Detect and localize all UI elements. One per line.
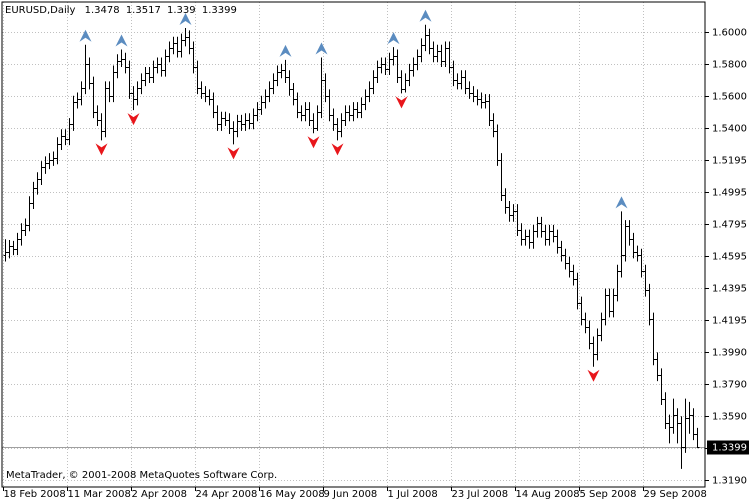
x-tick-label: 9 Jun 2008 — [324, 489, 378, 500]
fractal-down-arrow — [307, 136, 320, 149]
y-tick-label: 1.4995 — [712, 188, 747, 199]
x-tick-label: 23 Jul 2008 — [452, 489, 509, 500]
fractal-up-arrow — [615, 196, 628, 209]
y-tick-label: 1.5800 — [712, 60, 747, 71]
fractal-down-arrow — [587, 369, 600, 382]
y-tick-label: 1.3590 — [712, 412, 747, 423]
plot-border — [1, 1, 706, 488]
y-tick-label: 1.6000 — [712, 28, 747, 39]
chart-title: EURUSD,Daily — [5, 5, 76, 16]
price-tag — [707, 440, 749, 455]
y-tick-label: 1.5400 — [712, 124, 747, 135]
fractal-down-arrow — [331, 143, 344, 156]
header-close: 1.3399 — [202, 5, 237, 16]
y-tick-label: 1.4595 — [712, 252, 747, 263]
copyright: MetaTrader, © 2001-2008 MetaQuotes Softw… — [6, 470, 277, 481]
y-tick-label: 1.4395 — [712, 284, 747, 295]
fractal-up-arrow — [315, 42, 328, 55]
fractal-down-arrow — [127, 113, 140, 126]
price-tag-label: 1.3399 — [712, 443, 747, 454]
header-open: 1.3478 — [85, 5, 120, 16]
fractal-up-arrow — [115, 34, 128, 47]
y-tick-label: 1.5600 — [712, 92, 747, 103]
fractal-up-arrow — [279, 44, 292, 57]
fractal-down-arrow — [227, 147, 240, 160]
y-tick-label: 1.3790 — [712, 380, 747, 391]
x-tick-label: 2 Apr 2008 — [132, 489, 187, 500]
x-tick-label: 1 Jul 2008 — [388, 489, 438, 500]
header-low: 1.339 — [167, 5, 196, 16]
fractal-up-arrow — [419, 9, 432, 22]
x-tick-label: 29 Sep 2008 — [644, 489, 707, 500]
x-tick-label: 24 Apr 2008 — [196, 489, 258, 500]
header-high: 1.3517 — [126, 5, 161, 16]
grid — [2, 2, 705, 487]
y-tick-label: 1.4795 — [712, 220, 747, 231]
x-tick-label: 5 Sep 2008 — [580, 489, 637, 500]
labels: 1.6000 1.5800 1.5600 1.5400 1.5195 1.4995 1.47… — [3, 28, 749, 500]
marks — [3, 9, 700, 469]
y-tick-label: 1.4195 — [712, 316, 747, 327]
x-tick-label: 16 May 2008 — [260, 489, 325, 500]
fractal-up-arrow — [179, 12, 192, 25]
fractal-down-arrow — [395, 96, 408, 109]
fractal-down-arrow — [95, 143, 108, 156]
fractal-up-arrow — [387, 32, 400, 45]
y-tick-label: 1.3990 — [712, 348, 747, 359]
fractal-up-arrow — [79, 29, 92, 42]
x-tick-label: 14 Aug 2008 — [516, 489, 580, 500]
x-tick-label: 18 Feb 2008 — [4, 489, 66, 500]
x-tick-label: 11 Mar 2008 — [68, 489, 131, 500]
y-tick-label: 1.3190 — [712, 476, 747, 487]
y-tick-label: 1.5195 — [712, 156, 747, 167]
header: EURUSD,Daily 1.3478 1.3517 1.339 1.3399 — [5, 5, 237, 16]
